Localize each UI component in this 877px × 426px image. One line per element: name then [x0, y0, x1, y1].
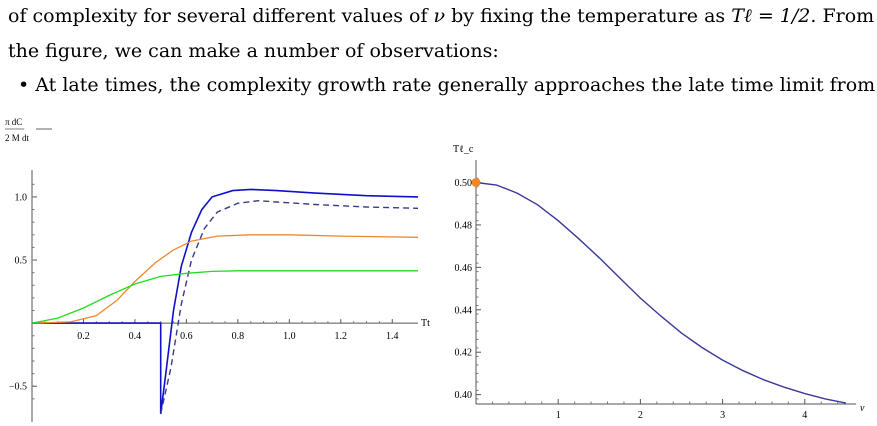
y-tick-label: 0.46	[455, 263, 473, 274]
x-tick-label: 1.0	[283, 331, 296, 342]
series-line-green	[31, 270, 418, 324]
x-tick-label: 0.2	[77, 331, 90, 342]
x-axis-label: Tt	[421, 318, 430, 329]
y-axis-label-top: π dC	[5, 117, 22, 127]
y-tick-label: 0.44	[455, 305, 473, 316]
line1-text-b: by fixing the temperature as	[445, 5, 732, 27]
critical-temperature-curve	[475, 181, 847, 404]
x-tick-label: 4	[802, 410, 807, 421]
y-axis-label: Tℓ_c	[453, 144, 474, 155]
x-axis-label: ν	[860, 403, 865, 414]
x-tick-label: 0.8	[232, 331, 245, 342]
y-tick-label: 0.40	[455, 390, 473, 401]
complexity-rate-plot: 0.2 0.4 0.6 0.8 1.0 1.2 1.4 −0.5 0.5 1.0 Tt π dC 2 M…	[5, 117, 430, 422]
x-tick-label: 0.6	[180, 331, 193, 342]
paragraph-line-2: the figure, we can make a number of obse…	[8, 40, 499, 62]
x-tick-label: 1	[556, 410, 561, 421]
x-tick-label: 3	[720, 410, 725, 421]
y-tick-label: 0.50	[455, 178, 473, 189]
series-line-solid-blue	[32, 188, 419, 415]
nu-symbol: ν	[433, 5, 446, 27]
y-tick-label: 0.48	[455, 220, 473, 231]
x-tick-label: 1.4	[386, 331, 399, 342]
x-tick-label: 0.4	[129, 331, 142, 342]
y-tick-label: −0.5	[9, 382, 27, 393]
series-line-dashed	[160, 199, 419, 415]
line1-text-c: . From	[810, 5, 875, 27]
y-axis-label-bottom: 2 M dt	[5, 133, 30, 143]
paragraph-line-1: of complexity for several different valu…	[8, 4, 874, 28]
bullet-observation: • At late times, the complexity growth r…	[18, 73, 875, 97]
bullet-text: At late times, the complexity growth rat…	[35, 74, 876, 96]
x-tick-label: 1.2	[335, 331, 348, 342]
x-tick-label: 2	[638, 410, 643, 421]
start-marker-point	[471, 177, 481, 187]
critical-temperature-plot: 1 2 3 4 0.40 0.42 0.44 0.46 0.48 0.50 Tℓ_c ν	[453, 144, 865, 421]
series-line-orange	[31, 234, 419, 324]
y-tick-label: 0.5	[15, 256, 28, 267]
temperature-expression: Tℓ = 1/2	[731, 5, 811, 27]
y-tick-label: 0.42	[455, 348, 473, 359]
bullet-mark: •	[18, 74, 30, 96]
y-tick-label: 1.0	[15, 192, 28, 203]
line1-text-a: of complexity for several different valu…	[8, 5, 434, 27]
